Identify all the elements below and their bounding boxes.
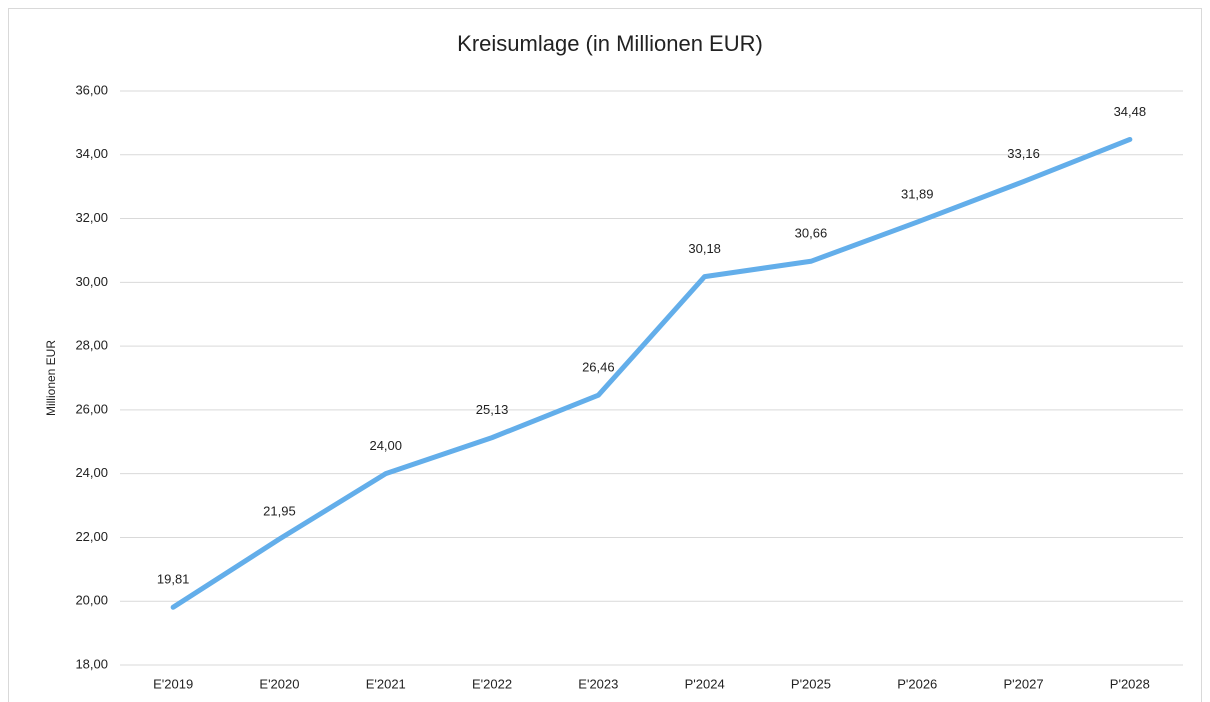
x-tick-label: P'2025 bbox=[791, 676, 831, 691]
y-tick-label: 22,00 bbox=[75, 529, 108, 544]
y-tick-label: 24,00 bbox=[75, 465, 108, 480]
y-axis-label: Millionen EUR bbox=[44, 340, 58, 416]
x-tick-label: E'2019 bbox=[153, 676, 193, 691]
data-label: 34,48 bbox=[1114, 104, 1147, 119]
data-label: 25,13 bbox=[476, 402, 509, 417]
y-tick-label: 34,00 bbox=[75, 146, 108, 161]
data-label: 24,00 bbox=[369, 438, 402, 453]
y-tick-label: 26,00 bbox=[75, 401, 108, 416]
y-tick-label: 28,00 bbox=[75, 338, 108, 353]
x-tick-label: E'2023 bbox=[578, 676, 618, 691]
chart-border bbox=[8, 8, 1202, 702]
y-tick-label: 32,00 bbox=[75, 210, 108, 225]
data-label: 19,81 bbox=[157, 572, 190, 587]
y-tick-label: 20,00 bbox=[75, 593, 108, 608]
data-line bbox=[170, 136, 1133, 610]
x-tick-label: E'2022 bbox=[472, 676, 512, 691]
x-tick-label: E'2020 bbox=[259, 676, 299, 691]
chart-title: Kreisumlage (in Millionen EUR) bbox=[457, 31, 763, 56]
data-label: 21,95 bbox=[263, 503, 296, 518]
data-label: 30,18 bbox=[688, 241, 721, 256]
y-tick-label: 30,00 bbox=[75, 274, 108, 289]
y-tick-label: 18,00 bbox=[75, 656, 108, 671]
data-label: 33,16 bbox=[1007, 146, 1040, 161]
data-label: 30,66 bbox=[795, 226, 828, 241]
x-tick-label: P'2026 bbox=[897, 676, 937, 691]
x-tick-label: P'2028 bbox=[1110, 676, 1150, 691]
data-label: 31,89 bbox=[901, 187, 934, 202]
y-tick-label: 36,00 bbox=[75, 82, 108, 97]
x-tick-label: P'2027 bbox=[1004, 676, 1044, 691]
x-tick-label: P'2024 bbox=[685, 676, 725, 691]
data-label: 26,46 bbox=[582, 360, 615, 375]
x-tick-label: E'2021 bbox=[366, 676, 406, 691]
